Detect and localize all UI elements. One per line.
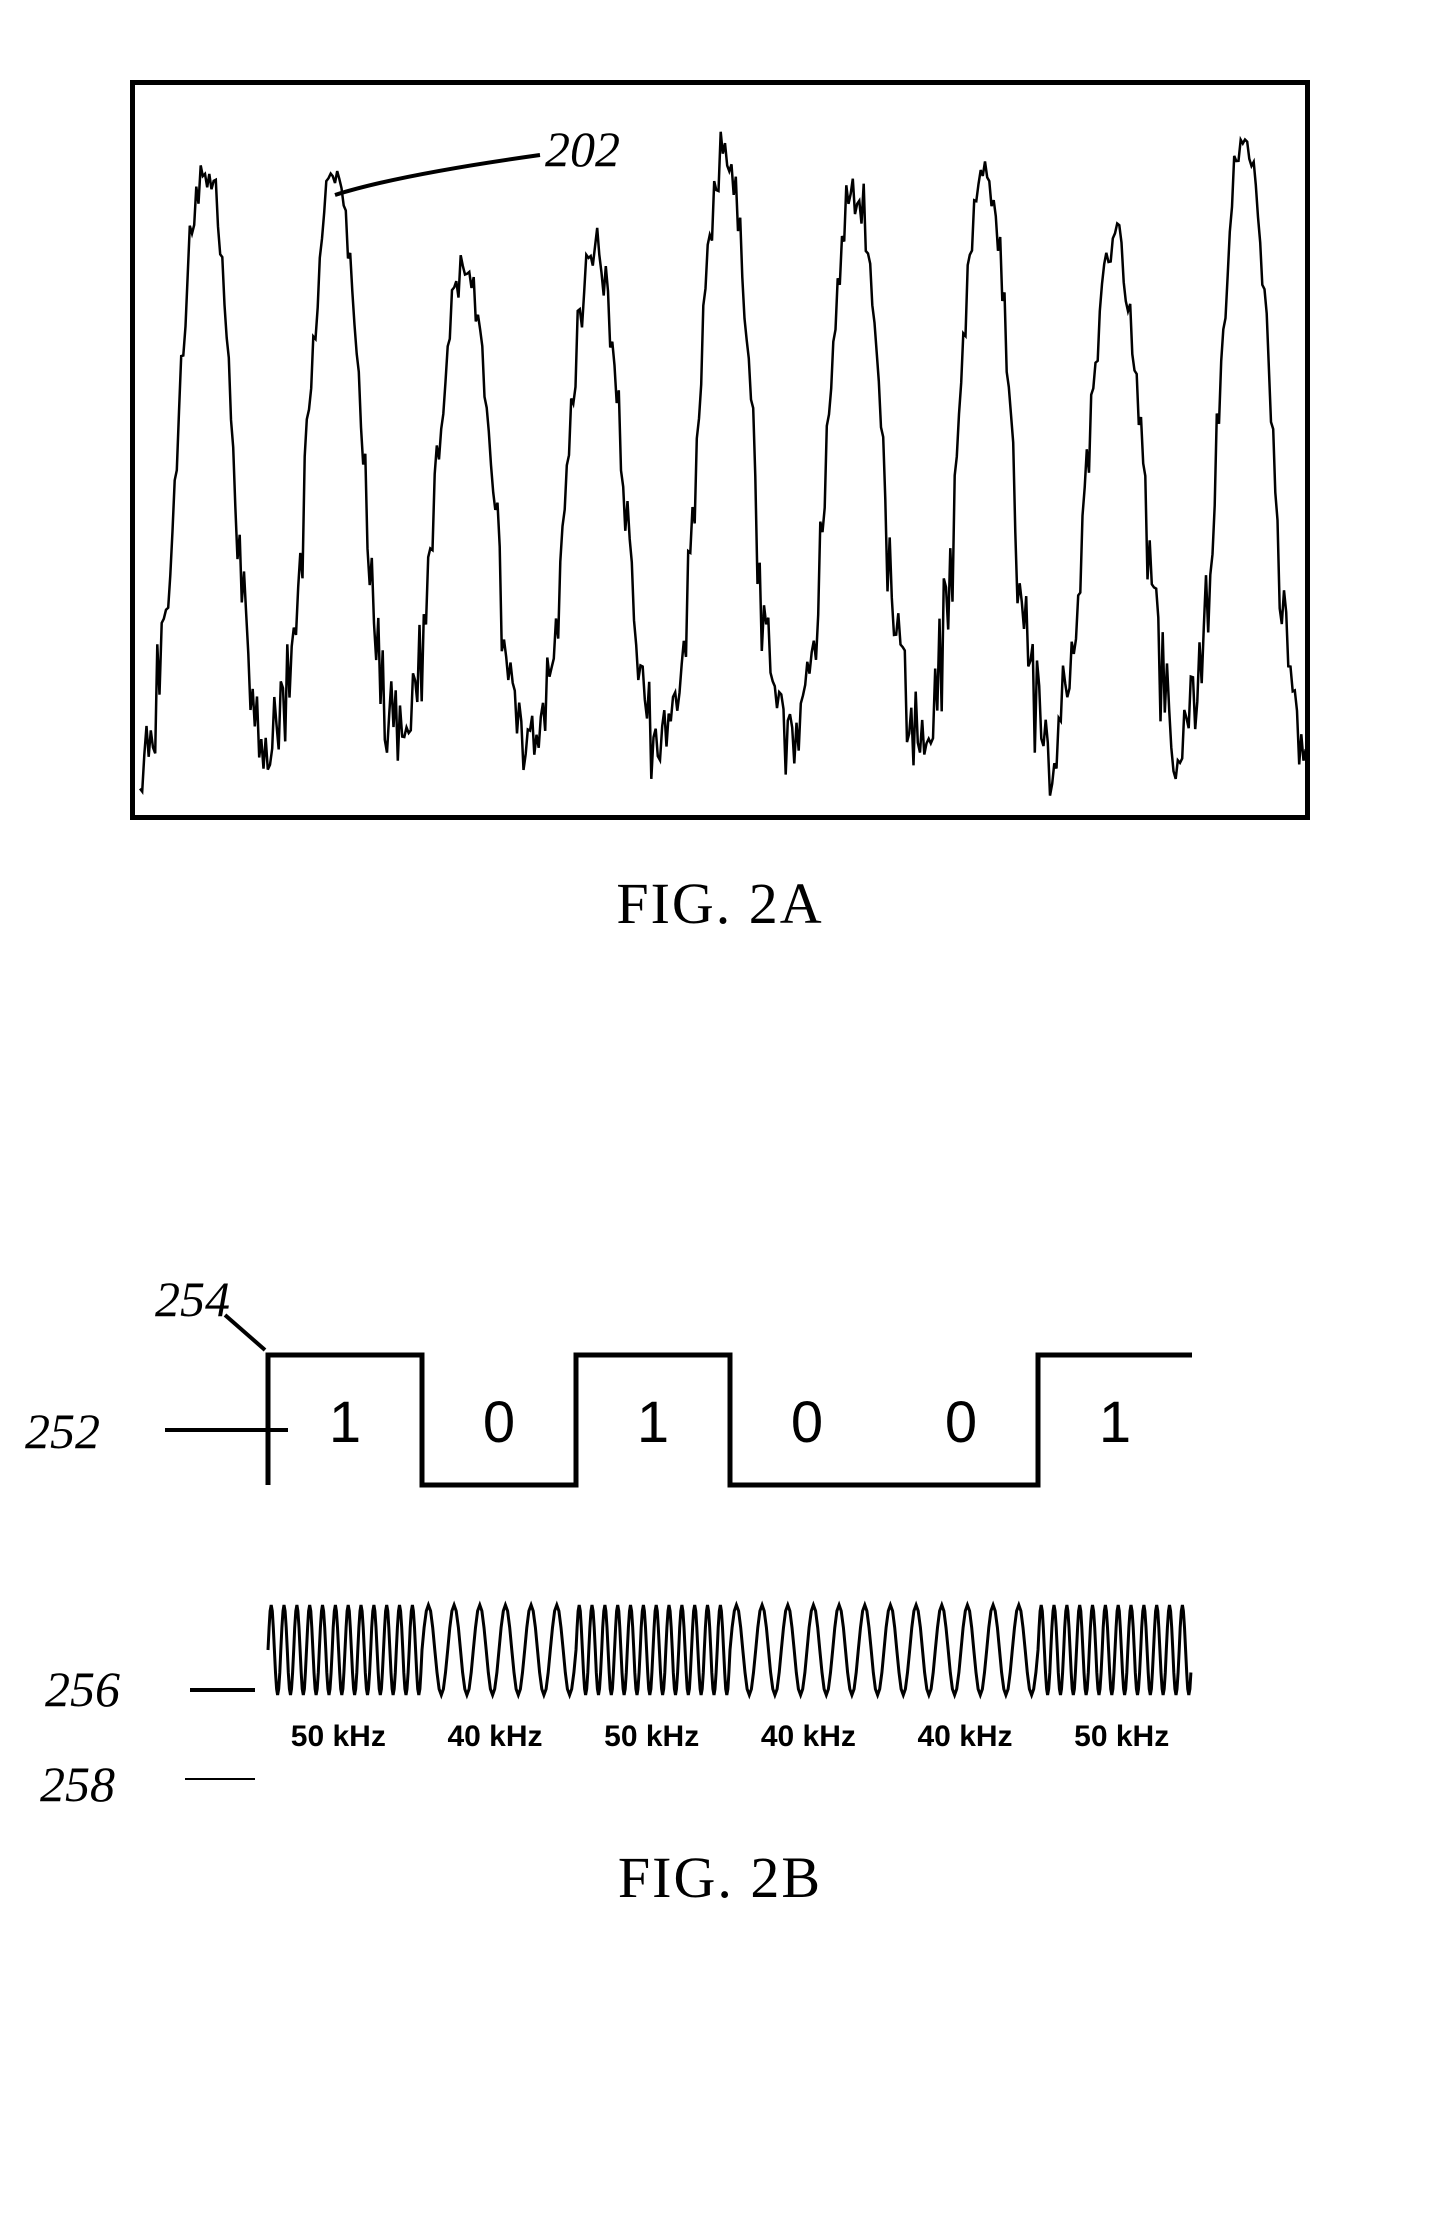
fig2b-container: 254 252 256 258 101001 (120, 1340, 1320, 1911)
ref-202-label: 202 (545, 120, 620, 178)
fig2a-signal-path (140, 132, 1305, 796)
page: 202 FIG. 2A 254 252 256 258 (0, 0, 1438, 2238)
ref-254-label: 254 (155, 1270, 230, 1328)
fsk-waveform-svg (260, 1595, 1200, 1705)
fsk-freq-label: 40 kHz (730, 1720, 887, 1754)
fsk-freq-label: 50 kHz (573, 1720, 730, 1754)
digital-bit-label: 1 (329, 1390, 361, 1455)
fig2a-signal-box: 202 (130, 80, 1310, 820)
fsk-freq-label: 50 kHz (260, 1720, 417, 1754)
ref-252-label: 252 (25, 1402, 100, 1460)
digital-bit-label: 0 (791, 1390, 823, 1455)
fsk-freq-label: 50 kHz (1043, 1720, 1200, 1754)
ref-254-leader (225, 1315, 265, 1350)
spacer (260, 1545, 1200, 1595)
fsk-freq-label: 40 kHz (887, 1720, 1044, 1754)
digital-bit-label: 0 (483, 1390, 515, 1455)
digital-bit-label: 1 (1099, 1390, 1131, 1455)
digital-wave-path (268, 1355, 1192, 1485)
digital-bit-label: 1 (637, 1390, 669, 1455)
ref-256-label: 256 (45, 1660, 120, 1718)
ref-258-label: 258 (40, 1755, 115, 1813)
fig2a-caption: FIG. 2A (130, 870, 1310, 937)
fsk-waveform-path (268, 1605, 1191, 1695)
fsk-freq-label: 40 kHz (417, 1720, 574, 1754)
digital-bit-label: 0 (945, 1390, 977, 1455)
digital-wave-svg: 1 0 1 0 0 1 (260, 1340, 1200, 1540)
fig2b-content: 101001 50 kHz40 kHz50 kHz40 kHz40 kHz50 … (260, 1340, 1200, 1754)
ref-202-leader (335, 155, 540, 195)
fig2a-container: 202 FIG. 2A (130, 80, 1310, 937)
fig2b-caption: FIG. 2B (120, 1844, 1320, 1911)
fig2a-waveform-svg (135, 85, 1305, 815)
fsk-frequency-row: 50 kHz40 kHz50 kHz40 kHz40 kHz50 kHz (260, 1720, 1200, 1754)
